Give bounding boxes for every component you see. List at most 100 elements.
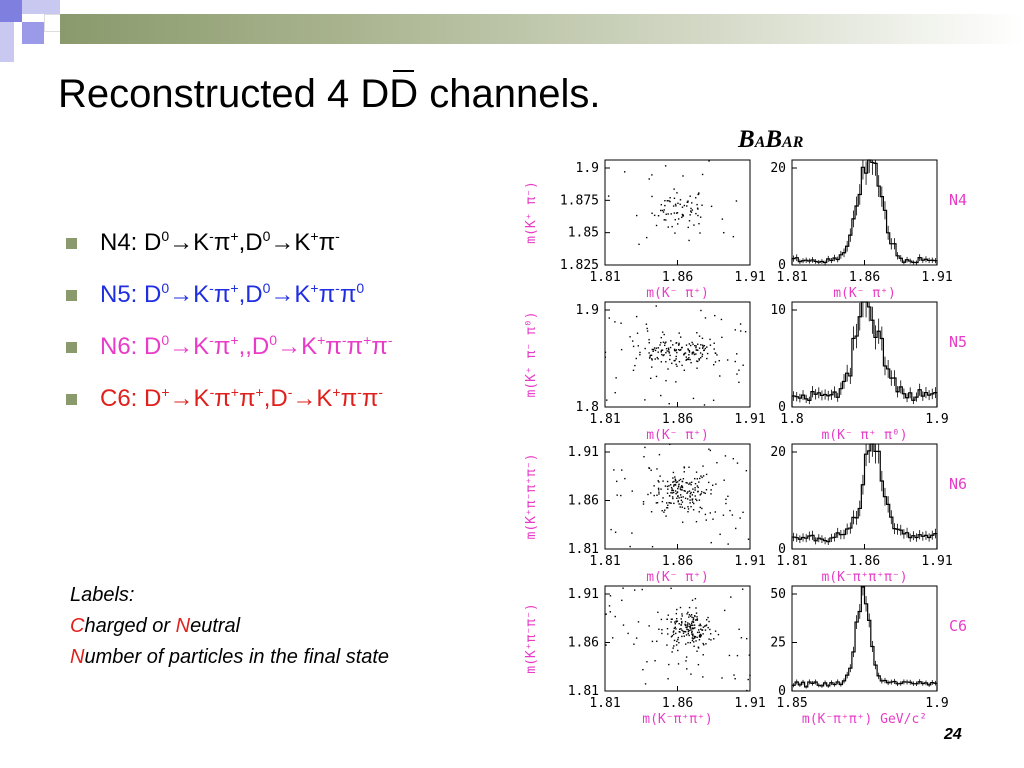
scatter-point xyxy=(648,342,650,344)
scatter-point xyxy=(709,633,712,635)
scatter-point xyxy=(736,654,739,657)
scatter-point xyxy=(679,349,681,352)
scatter-point xyxy=(660,488,662,490)
scatter-point xyxy=(675,205,677,207)
scatter-point xyxy=(669,358,671,361)
scatter-point xyxy=(675,644,678,646)
scatter-point xyxy=(690,622,693,625)
scatter-point xyxy=(691,631,693,634)
scatter-point xyxy=(697,214,699,217)
scatter-point xyxy=(687,358,690,361)
labels-line-2: Number of particles in the final state xyxy=(70,646,390,668)
scatter-point xyxy=(644,683,647,685)
scatter-point xyxy=(712,399,715,402)
scatter-point xyxy=(700,357,702,359)
scatter-point xyxy=(615,377,617,379)
scatter-point xyxy=(678,503,680,505)
scatter-point xyxy=(663,344,666,347)
scatter-point xyxy=(611,637,614,639)
x-tick-label: 1.91 xyxy=(921,554,952,569)
scatter-point xyxy=(693,641,695,643)
scatter-point xyxy=(738,381,740,384)
scatter-point xyxy=(682,632,685,634)
scatter-point xyxy=(738,369,740,371)
scatter-point xyxy=(714,361,717,363)
scatter-point xyxy=(677,500,679,502)
scatter-point xyxy=(681,485,683,487)
y-tick-label: 1.9 xyxy=(576,161,599,176)
scatter-point xyxy=(710,489,712,491)
scatter-point xyxy=(688,466,690,468)
scatter-point xyxy=(708,160,710,162)
scatter-point xyxy=(687,506,689,508)
scatter-point xyxy=(697,208,699,210)
scatter-point xyxy=(636,214,638,217)
x-tick-label: 1.86 xyxy=(849,270,880,285)
scatter-point xyxy=(674,626,677,629)
scatter-point xyxy=(696,619,699,621)
scatter-point xyxy=(675,342,678,344)
scatter-point xyxy=(613,469,615,471)
scatter-point xyxy=(700,634,702,637)
labels-line-1: Charged or Neutral xyxy=(70,615,241,637)
scatter-point xyxy=(676,351,678,354)
scatter-point xyxy=(697,490,699,493)
y-tick-label: 25 xyxy=(770,636,786,651)
scatter-point xyxy=(726,359,729,361)
scatter-point xyxy=(672,344,674,346)
scatter-point xyxy=(638,243,640,246)
scatter-point xyxy=(699,477,701,480)
scatter-point xyxy=(713,348,715,350)
scatter-point xyxy=(667,347,670,349)
scatter-point xyxy=(688,623,691,625)
scatter-point xyxy=(691,630,693,633)
scatter-point xyxy=(690,211,693,213)
scatter-point xyxy=(687,611,689,614)
scatter-point xyxy=(632,345,635,348)
scatter-point xyxy=(692,635,694,637)
scatter-point xyxy=(672,205,675,207)
scatter-point xyxy=(698,192,700,194)
scatter-point xyxy=(614,615,616,618)
scatter-point xyxy=(662,497,664,499)
scatter-point xyxy=(686,628,688,631)
scatter-point xyxy=(736,462,739,464)
scatter-point xyxy=(681,346,683,349)
scatter-point xyxy=(645,323,648,325)
scatter-point xyxy=(676,620,679,622)
scatter-point xyxy=(669,443,671,446)
y-tick-label: 0 xyxy=(778,400,786,415)
scatter-point xyxy=(677,486,680,488)
scatter-point xyxy=(641,588,643,591)
scatter-point xyxy=(683,353,686,355)
scatter-point xyxy=(681,615,683,617)
scatter-point xyxy=(724,455,727,457)
scatter-point xyxy=(716,462,718,464)
scatter-point xyxy=(678,348,680,351)
scatter-point xyxy=(690,491,692,494)
x-tick-label: 1.86 xyxy=(849,554,880,569)
scatter-point xyxy=(690,344,692,347)
x-tick-label: 1.91 xyxy=(921,270,952,285)
scatter-point xyxy=(676,365,678,367)
scatter-point xyxy=(689,195,691,197)
scatter-point xyxy=(687,200,689,202)
scatter-point xyxy=(686,626,688,629)
scatter-point xyxy=(698,624,700,627)
scatter-point xyxy=(673,484,675,486)
scatter-point xyxy=(695,197,697,199)
scatter-point xyxy=(736,373,738,375)
scatter-point xyxy=(658,491,660,493)
x-tick-label: 1.91 xyxy=(734,412,765,427)
scatter-point xyxy=(657,351,659,353)
y-tick-label: 50 xyxy=(770,587,786,602)
scatter-point xyxy=(665,361,667,363)
scatter-point xyxy=(614,321,616,323)
scatter-point xyxy=(614,391,616,394)
y-axis-label: m(K⁺ π⁻) xyxy=(524,181,539,244)
scatter-point xyxy=(631,340,634,342)
scatter-point xyxy=(665,219,667,221)
scatter-point xyxy=(701,337,704,340)
scatter-point xyxy=(661,500,664,503)
scatter-point xyxy=(673,639,676,642)
